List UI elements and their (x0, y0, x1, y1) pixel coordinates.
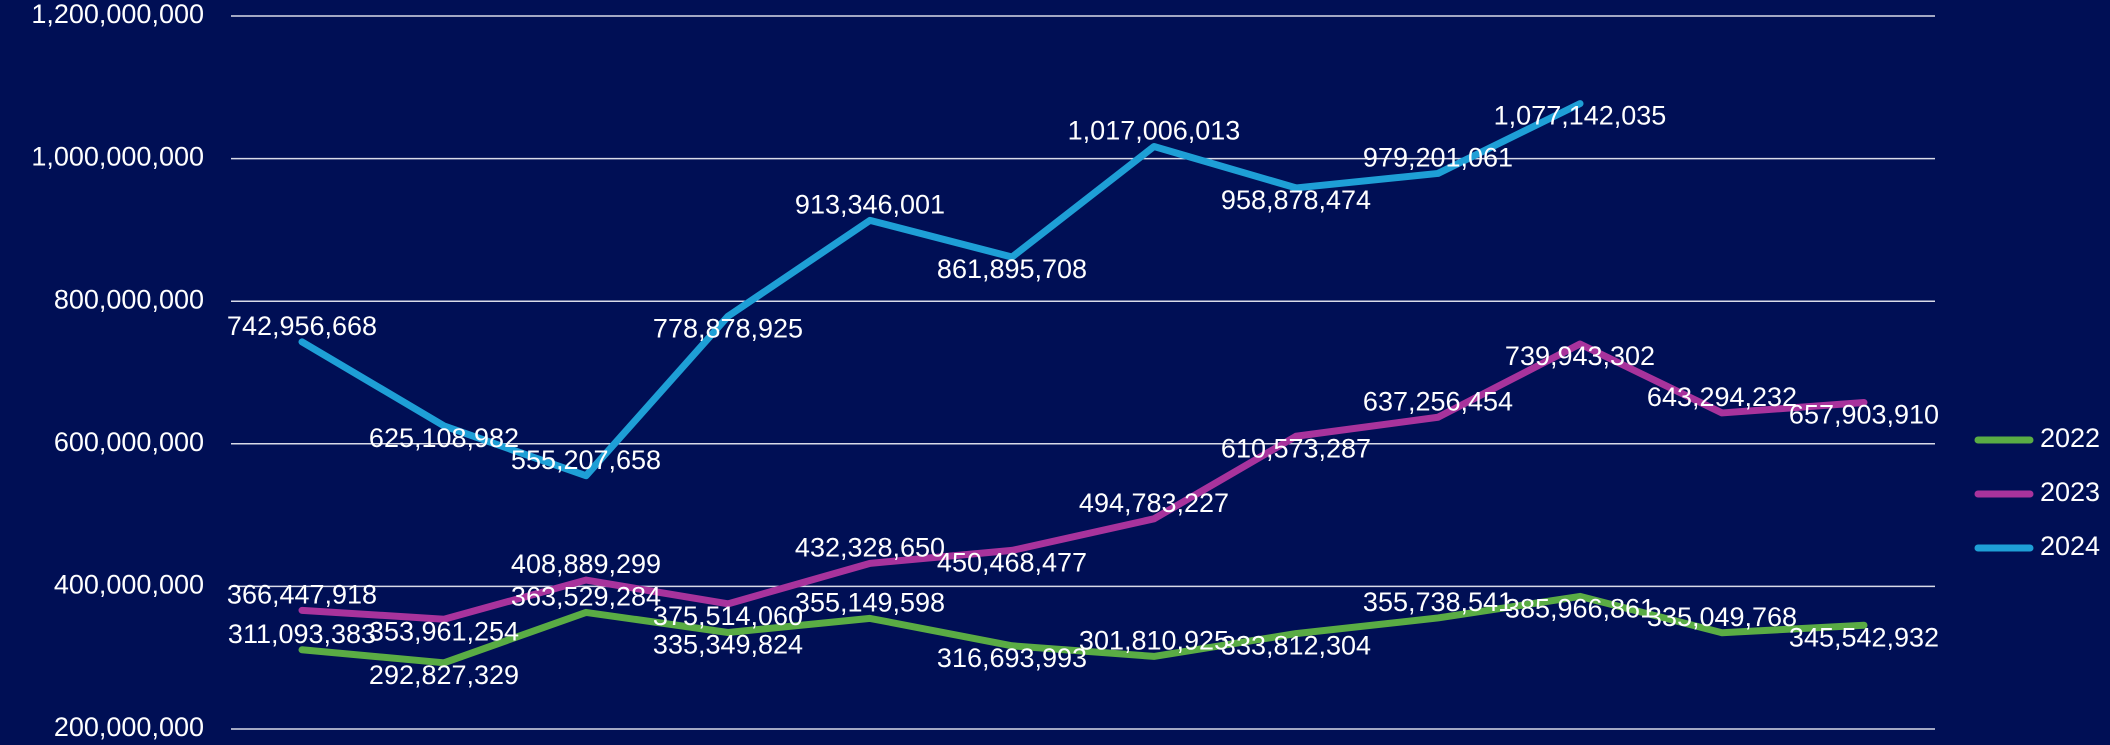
data-label: 778,878,925 (653, 313, 803, 343)
data-label: 311,093,383 (228, 619, 376, 649)
data-label: 450,468,477 (937, 548, 1087, 578)
data-label: 333,812,304 (1221, 631, 1371, 661)
legend-label: 2022 (2040, 423, 2100, 453)
data-label: 366,447,918 (227, 579, 377, 609)
data-label: 643,294,232 (1647, 382, 1797, 412)
data-label: 353,961,254 (369, 616, 519, 646)
data-label: 363,529,284 (511, 582, 661, 612)
data-label: 375,514,060 (653, 601, 803, 631)
data-label: 494,783,227 (1079, 488, 1229, 518)
data-label: 335,349,824 (653, 630, 803, 660)
data-label: 610,573,287 (1221, 433, 1371, 463)
y-tick-label: 1,200,000,000 (31, 0, 204, 29)
data-label: 739,943,302 (1505, 341, 1655, 371)
data-label: 335,049,768 (1647, 602, 1797, 632)
data-label: 385,966,861 (1505, 594, 1655, 624)
data-label: 657,903,910 (1789, 400, 1939, 430)
series-line (298, 340, 1868, 623)
y-tick-label: 1,000,000,000 (31, 142, 204, 172)
data-label: 316,693,993 (937, 643, 1087, 673)
y-tick-label: 200,000,000 (54, 712, 204, 742)
data-label: 555,207,658 (511, 445, 661, 475)
data-label: 742,956,668 (227, 311, 377, 341)
data-label: 913,346,001 (795, 190, 945, 220)
y-tick-label: 400,000,000 (54, 570, 204, 600)
data-label: 301,810,925 (1079, 626, 1229, 656)
data-label: 1,017,006,013 (1068, 116, 1241, 146)
data-label: 1,077,142,035 (1494, 101, 1667, 131)
y-tick-label: 600,000,000 (54, 427, 204, 457)
y-tick-label: 800,000,000 (54, 284, 204, 314)
data-label: 979,201,061 (1363, 143, 1513, 173)
data-label: 432,328,650 (795, 532, 945, 562)
series-line (298, 592, 1868, 667)
data-label: 637,256,454 (1363, 386, 1513, 416)
data-label: 292,827,329 (369, 660, 519, 690)
series-line (298, 100, 1584, 480)
data-label: 355,149,598 (795, 588, 945, 618)
data-label: 408,889,299 (511, 549, 661, 579)
data-label: 625,108,982 (369, 423, 519, 453)
legend-label: 2024 (2040, 531, 2100, 561)
data-label: 958,878,474 (1221, 185, 1371, 215)
legend-label: 2023 (2040, 477, 2100, 507)
data-label: 861,895,708 (937, 254, 1087, 284)
data-label: 345,542,932 (1789, 622, 1939, 652)
data-label: 355,738,541 (1363, 587, 1513, 617)
